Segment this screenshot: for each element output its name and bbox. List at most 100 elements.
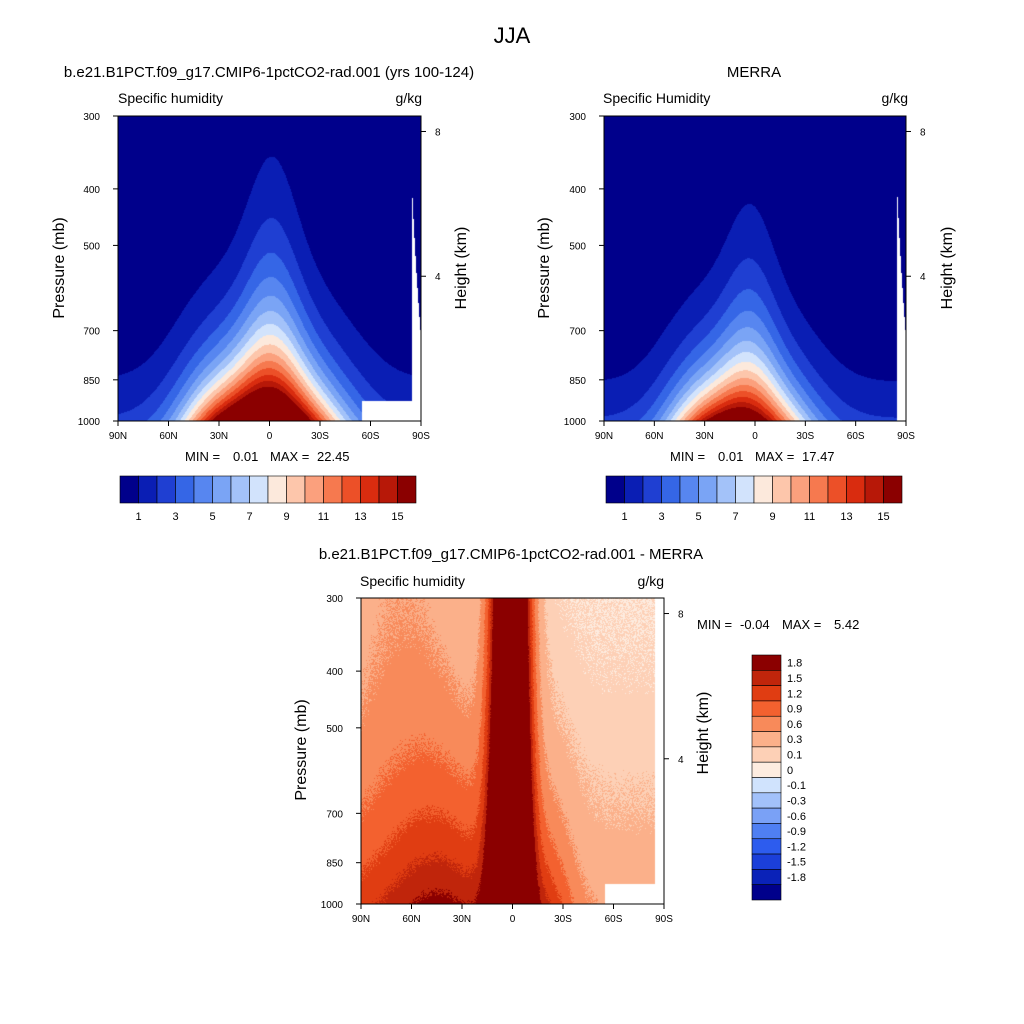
- colorbar-swatch: [751, 654, 782, 671]
- colorbar-swatch: [323, 475, 343, 504]
- x-tick-label: 30N: [695, 431, 713, 442]
- panel-obs-colorbar: 1 3 5 7 9 11 13 15: [605, 475, 903, 523]
- colorbar-swatch: [642, 475, 662, 504]
- panel-obs-max-label: MAX =: [755, 449, 794, 464]
- x-tick-label: 30S: [796, 431, 814, 442]
- colorbar-swatch: [156, 475, 176, 504]
- panel-diff-max-label: MAX =: [782, 617, 821, 632]
- y-tick-label: 700: [326, 809, 343, 820]
- y-tick-label: 500: [569, 241, 586, 252]
- panel-model-ylabel-right: Height (km): [453, 227, 470, 310]
- panel-model-title: b.e21.B1PCT.f09_g17.CMIP6-1pctCO2-rad.00…: [64, 64, 474, 81]
- x-tick-label: 90N: [109, 431, 127, 442]
- x-tick-label: 30S: [311, 431, 329, 442]
- colorbar-swatch: [751, 670, 782, 686]
- colorbar-label: 11: [804, 511, 815, 523]
- panel-obs-ylabel-right: Height (km): [939, 227, 956, 310]
- y-tick-label: 850: [569, 376, 586, 387]
- y-tick-label: 700: [83, 327, 100, 338]
- y2-tick-label: 4: [435, 272, 441, 283]
- panel-model-colorbar: 1 3 5 7 9 11 13 15: [119, 475, 417, 523]
- colorbar-swatch: [772, 475, 792, 504]
- colorbar-label: 7: [732, 511, 738, 523]
- colorbar-swatch: [790, 475, 810, 504]
- x-tick-label: 90S: [655, 914, 673, 925]
- x-tick-label: 60S: [605, 914, 623, 925]
- colorbar-label: 3: [658, 511, 664, 523]
- y-tick-label: 500: [83, 241, 100, 252]
- panel-model-left-label: Specific humidity: [118, 90, 223, 106]
- colorbar-label: 0.9: [787, 704, 802, 716]
- colorbar-swatch: [751, 838, 782, 855]
- colorbar-label: 1: [621, 511, 627, 523]
- panel-diff-units: g/kg: [638, 573, 664, 589]
- colorbar-swatch: [304, 475, 324, 504]
- colorbar-swatch: [605, 475, 625, 504]
- colorbar-swatch: [716, 475, 736, 504]
- panel-diff-minmax: MIN = -0.04 MAX = 5.42: [697, 617, 859, 632]
- y-tick-label: 300: [83, 112, 100, 123]
- colorbar-swatch: [193, 475, 213, 504]
- colorbar-swatch: [751, 823, 782, 840]
- x-tick-label: 90S: [897, 431, 915, 442]
- colorbar-label: 1.5: [787, 673, 802, 685]
- colorbar-swatch: [751, 807, 782, 824]
- colorbar-swatch: [827, 475, 847, 504]
- y-tick-label: 850: [83, 376, 100, 387]
- colorbar-swatch: [698, 475, 718, 504]
- panel-obs-ylabel: Pressure (mb): [536, 217, 553, 318]
- colorbar-swatch: [883, 475, 903, 504]
- panel-obs-units: g/kg: [882, 90, 908, 106]
- colorbar-swatch: [212, 475, 232, 504]
- colorbar-swatch: [286, 475, 306, 504]
- y2-tick-label: 4: [678, 755, 684, 766]
- panel-obs-plot: 90N 60N 30N 0 30S 60S 90S 300 400 500 700 850 1000 8 4: [564, 112, 926, 442]
- y-tick-label: 300: [569, 112, 586, 123]
- colorbar-swatch: [624, 475, 644, 504]
- x-tick-label: 30N: [453, 914, 471, 925]
- panel-diff: b.e21.B1PCT.f09_g17.CMIP6-1pctCO2-rad.00…: [293, 546, 859, 925]
- x-tick-label: 60N: [645, 431, 663, 442]
- y-tick-label: 500: [326, 724, 343, 735]
- y-tick-label: 1000: [321, 900, 344, 911]
- figure-title: JJA: [494, 23, 531, 48]
- colorbar-swatch: [267, 475, 287, 504]
- colorbar-swatch: [138, 475, 158, 504]
- x-tick-label: 90N: [352, 914, 370, 925]
- colorbar-label: 1: [135, 511, 141, 523]
- y-tick-label: 700: [569, 327, 586, 338]
- panel-obs-left-label: Specific Humidity: [603, 90, 710, 106]
- y2-tick-label: 8: [920, 127, 926, 138]
- y-tick-label: 400: [83, 185, 100, 196]
- panel-obs-min-value: 0.01: [718, 449, 743, 464]
- colorbar-swatch: [735, 475, 755, 504]
- panel-model-max-label: MAX =: [270, 449, 309, 464]
- x-tick-label: 60N: [159, 431, 177, 442]
- x-tick-label: 60S: [362, 431, 380, 442]
- panel-model-min-value: 0.01: [233, 449, 258, 464]
- panel-model-max-value: 22.45: [317, 449, 350, 464]
- colorbar-label: 1.2: [787, 688, 802, 700]
- colorbar-swatch: [751, 884, 782, 901]
- panel-diff-ylabel: Pressure (mb): [293, 699, 310, 800]
- y-tick-label: 1000: [78, 417, 101, 428]
- colorbar-label: 3: [172, 511, 178, 523]
- colorbar-label: -0.3: [787, 795, 806, 807]
- colorbar-swatch: [751, 777, 782, 794]
- colorbar-label: -0.6: [787, 811, 806, 823]
- colorbar-label: -1.2: [787, 841, 806, 853]
- colorbar-swatch: [341, 475, 361, 504]
- colorbar-label: 11: [318, 511, 329, 523]
- y-tick-label: 850: [326, 859, 343, 870]
- panel-diff-left-label: Specific humidity: [360, 573, 465, 589]
- colorbar-swatch: [751, 746, 782, 763]
- colorbar-swatch: [809, 475, 829, 504]
- colorbar-swatch: [119, 475, 139, 504]
- colorbar-swatch: [661, 475, 681, 504]
- colorbar-label: 0: [787, 765, 793, 777]
- colorbar-swatch: [360, 475, 380, 504]
- panel-diff-ylabel-right: Height (km): [695, 692, 712, 775]
- colorbar-swatch: [230, 475, 250, 504]
- x-tick-label: 90S: [412, 431, 430, 442]
- colorbar-label: 1.8: [787, 658, 802, 670]
